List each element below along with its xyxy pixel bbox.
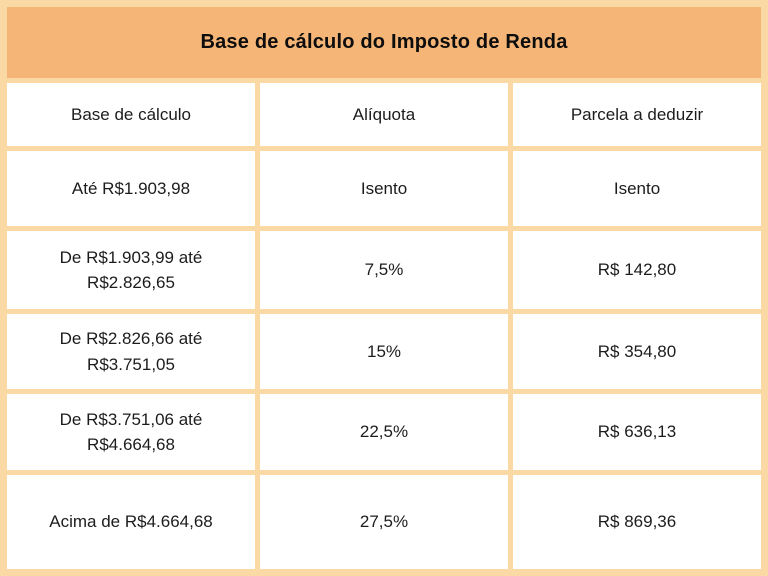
table-cell-parcela-row3: R$ 354,80 xyxy=(513,314,761,389)
table-cell-aliquota-row1: Isento xyxy=(260,151,508,226)
cell-value: De R$3.751,06 até R$4.664,68 xyxy=(59,409,203,455)
table-cell-parcela-row5: R$ 869,36 xyxy=(513,475,761,569)
table-cell-base-row1: Até R$1.903,98 xyxy=(7,151,255,226)
table-cell-base-row4: De R$3.751,06 até R$4.664,68 xyxy=(7,394,255,470)
cell-value: Até R$1.903,98 xyxy=(71,178,191,198)
cell-value: Isento xyxy=(360,178,408,198)
cell-value: R$ 636,13 xyxy=(597,422,677,442)
cell-value: 27,5% xyxy=(359,512,409,532)
column-header-parcela-a-deduzir: Parcela a deduzir xyxy=(513,83,761,146)
table-cell-parcela-row1: Isento xyxy=(513,151,761,226)
cell-value: Acima de R$4.664,68 xyxy=(49,512,213,532)
table-cell-aliquota-row3: 15% xyxy=(260,314,508,389)
column-header-base-de-calculo: Base de cálculo xyxy=(7,83,255,146)
table-title-band: Base de cálculo do Imposto de Renda xyxy=(7,7,761,78)
cell-value: De R$2.826,66 até R$3.751,05 xyxy=(59,329,203,374)
table-cell-parcela-row4: R$ 636,13 xyxy=(513,394,761,470)
table-cell-aliquota-row5: 27,5% xyxy=(260,475,508,569)
table-cell-aliquota-row2: 7,5% xyxy=(260,231,508,309)
cell-value: 22,5% xyxy=(359,422,409,442)
table-title: Base de cálculo do Imposto de Renda xyxy=(200,31,568,53)
cell-value: R$ 869,36 xyxy=(597,512,677,532)
cell-value: R$ 354,80 xyxy=(597,341,677,361)
column-header-label: Base de cálculo xyxy=(70,104,192,124)
column-header-label: Alíquota xyxy=(352,104,416,124)
table-cell-base-row2: De R$1.903,99 até R$2.826,65 xyxy=(7,231,255,309)
table-cell-parcela-row2: R$ 142,80 xyxy=(513,231,761,309)
column-header-label: Parcela a deduzir xyxy=(570,104,704,124)
table-cell-aliquota-row4: 22,5% xyxy=(260,394,508,470)
cell-value: R$ 142,80 xyxy=(597,260,677,280)
column-header-aliquota: Alíquota xyxy=(260,83,508,146)
table-cell-base-row5: Acima de R$4.664,68 xyxy=(7,475,255,569)
cell-value: 15% xyxy=(366,341,402,361)
cell-value: De R$1.903,99 até R$2.826,65 xyxy=(59,247,203,293)
cell-value: 7,5% xyxy=(364,260,404,280)
cell-value: Isento xyxy=(613,178,661,198)
table-cell-base-row3: De R$2.826,66 até R$3.751,05 xyxy=(7,314,255,389)
